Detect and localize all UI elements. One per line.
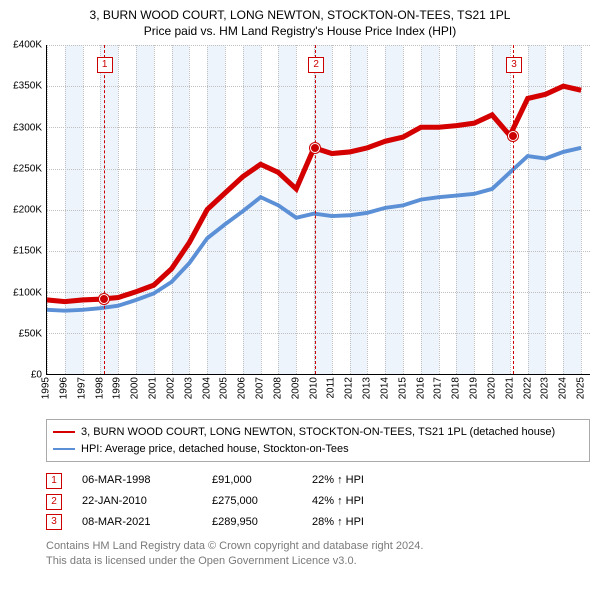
footer: Contains HM Land Registry data © Crown c… — [46, 539, 590, 569]
x-tick-label: 1997 — [76, 377, 87, 399]
y-tick-label: £100K — [13, 287, 42, 298]
x-tick-label: 2022 — [522, 377, 533, 399]
x-tick-label: 2007 — [255, 377, 266, 399]
x-tick-label: 1999 — [112, 377, 123, 399]
event-marker-box: 1 — [46, 473, 62, 489]
x-tick-label: 2024 — [558, 377, 569, 399]
x-tick-label: 2010 — [308, 377, 319, 399]
event-row: 3 08-MAR-2021 £289,950 28% ↑ HPI — [46, 512, 590, 533]
x-tick-label: 2025 — [576, 377, 587, 399]
event-price: £275,000 — [212, 491, 292, 512]
event-price: £91,000 — [212, 470, 292, 491]
x-tick-label: 2011 — [326, 377, 337, 399]
event-row: 2 22-JAN-2010 £275,000 42% ↑ HPI — [46, 491, 590, 512]
x-tick-label: 2013 — [362, 377, 373, 399]
x-tick-label: 2005 — [219, 377, 230, 399]
legend-label-property: 3, BURN WOOD COURT, LONG NEWTON, STOCKTO… — [81, 424, 555, 441]
x-tick-label: 2020 — [486, 377, 497, 399]
event-price: £289,950 — [212, 512, 292, 533]
y-tick-label: £150K — [13, 246, 42, 257]
event-marker-box: 2 — [46, 494, 62, 510]
x-tick-label: 2023 — [540, 377, 551, 399]
x-tick-label: 2017 — [433, 377, 444, 399]
x-tick-label: 2014 — [379, 377, 390, 399]
x-tick-label: 2016 — [415, 377, 426, 399]
footer-line-2: This data is licensed under the Open Gov… — [46, 554, 590, 569]
y-tick-label: £300K — [13, 122, 42, 133]
footer-line-1: Contains HM Land Registry data © Crown c… — [46, 539, 590, 554]
y-tick-label: £200K — [13, 205, 42, 216]
legend-swatch-property — [53, 431, 75, 433]
chart: £0£50K£100K£150K£200K£250K£300K£350K£400… — [4, 45, 596, 395]
event-pct: 42% ↑ HPI — [312, 491, 364, 512]
x-axis: 1995199619971998199920002001200220032004… — [46, 375, 590, 395]
x-tick-label: 1996 — [58, 377, 69, 399]
chart-marker-box: 3 — [506, 57, 522, 73]
event-date: 22-JAN-2010 — [82, 491, 192, 512]
x-tick-label: 2009 — [290, 377, 301, 399]
x-tick-label: 2001 — [148, 377, 159, 399]
x-tick-label: 2019 — [469, 377, 480, 399]
event-row: 1 06-MAR-1998 £91,000 22% ↑ HPI — [46, 470, 590, 491]
x-tick-label: 2012 — [344, 377, 355, 399]
line-layer — [47, 45, 590, 374]
event-date: 06-MAR-1998 — [82, 470, 192, 491]
y-tick-label: £400K — [13, 40, 42, 51]
y-tick-label: £350K — [13, 81, 42, 92]
x-tick-label: 2003 — [183, 377, 194, 399]
legend-row-hpi: HPI: Average price, detached house, Stoc… — [53, 441, 583, 458]
chart-title-2: Price paid vs. HM Land Registry's House … — [4, 24, 596, 40]
x-tick-label: 2008 — [272, 377, 283, 399]
event-marker-box: 3 — [46, 514, 62, 530]
y-tick-label: £50K — [19, 328, 42, 339]
chart-marker-box: 2 — [308, 57, 324, 73]
legend-swatch-hpi — [53, 448, 75, 450]
x-tick-label: 2004 — [201, 377, 212, 399]
x-tick-label: 2015 — [397, 377, 408, 399]
y-axis: £0£50K£100K£150K£200K£250K£300K£350K£400… — [4, 45, 44, 375]
plot-area: 1 2 3 — [46, 45, 590, 375]
x-tick-label: 1995 — [41, 377, 52, 399]
x-tick-label: 2006 — [237, 377, 248, 399]
y-tick-label: £250K — [13, 163, 42, 174]
x-tick-label: 2021 — [504, 377, 515, 399]
legend-label-hpi: HPI: Average price, detached house, Stoc… — [81, 441, 349, 458]
event-table: 1 06-MAR-1998 £91,000 22% ↑ HPI 2 22-JAN… — [46, 470, 590, 533]
x-tick-label: 2002 — [165, 377, 176, 399]
event-pct: 22% ↑ HPI — [312, 470, 364, 491]
chart-title-1: 3, BURN WOOD COURT, LONG NEWTON, STOCKTO… — [4, 8, 596, 24]
x-tick-label: 2000 — [130, 377, 141, 399]
legend: 3, BURN WOOD COURT, LONG NEWTON, STOCKTO… — [46, 419, 590, 462]
event-pct: 28% ↑ HPI — [312, 512, 364, 533]
x-tick-label: 2018 — [451, 377, 462, 399]
event-date: 08-MAR-2021 — [82, 512, 192, 533]
x-tick-label: 1998 — [94, 377, 105, 399]
legend-row-property: 3, BURN WOOD COURT, LONG NEWTON, STOCKTO… — [53, 424, 583, 441]
chart-marker-box: 1 — [97, 57, 113, 73]
